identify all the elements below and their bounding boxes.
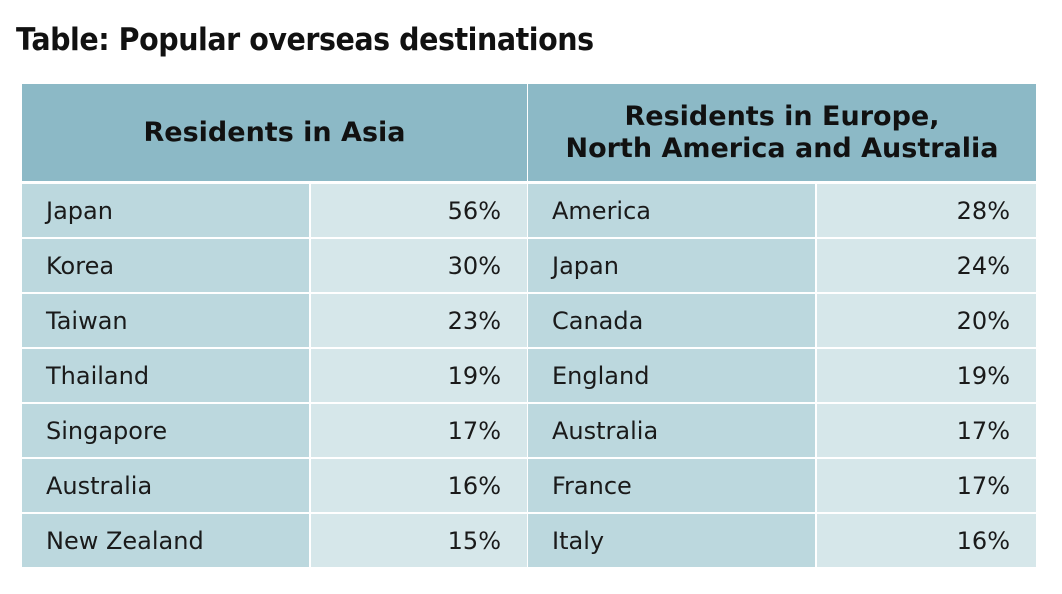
destination-percentage-cell: 17%	[311, 404, 527, 457]
destination-name-cell: Italy	[528, 514, 817, 567]
destination-name-cell: New Zealand	[22, 514, 311, 567]
table-row: Korea 30%	[22, 239, 527, 294]
destination-name-cell: America	[528, 184, 817, 237]
column-header-asia: Residents in Asia	[22, 84, 527, 184]
destination-percentage-cell: 16%	[817, 514, 1036, 567]
table-panel-asia: Residents in Asia Japan 56% Korea 30% Taiwan…	[22, 84, 527, 567]
destination-name-cell: France	[528, 459, 817, 512]
destination-name-cell: Singapore	[22, 404, 311, 457]
table-body-europe-na-australia: America 28% Japan 24% Canada 20% England 19% Aus…	[528, 184, 1036, 567]
table-row: France 17%	[528, 459, 1036, 514]
destination-percentage-cell: 15%	[311, 514, 527, 567]
destination-percentage-cell: 19%	[817, 349, 1036, 402]
table-row: Italy 16%	[528, 514, 1036, 567]
table-row: Japan 56%	[22, 184, 527, 239]
table-row: Thailand 19%	[22, 349, 527, 404]
page-title: Table: Popular overseas destinations	[16, 22, 594, 58]
destination-percentage-cell: 20%	[817, 294, 1036, 347]
destination-percentage-cell: 24%	[817, 239, 1036, 292]
destination-percentage-cell: 17%	[817, 404, 1036, 457]
destination-name-cell: Taiwan	[22, 294, 311, 347]
destination-percentage-cell: 30%	[311, 239, 527, 292]
column-header-europe-na-australia: Residents in Europe, North America and A…	[528, 84, 1036, 184]
table-row: Taiwan 23%	[22, 294, 527, 349]
destination-name-cell: Australia	[528, 404, 817, 457]
destination-name-cell: Australia	[22, 459, 311, 512]
destination-name-cell: Canada	[528, 294, 817, 347]
table-row: Japan 24%	[528, 239, 1036, 294]
destination-percentage-cell: 17%	[817, 459, 1036, 512]
table-body-asia: Japan 56% Korea 30% Taiwan 23% Thailand 19% Sing…	[22, 184, 527, 567]
table-row: Singapore 17%	[22, 404, 527, 459]
table-row: Canada 20%	[528, 294, 1036, 349]
destination-name-cell: Thailand	[22, 349, 311, 402]
destination-percentage-cell: 56%	[311, 184, 527, 237]
table-row: America 28%	[528, 184, 1036, 239]
table-row: England 19%	[528, 349, 1036, 404]
table-row: Australia 16%	[22, 459, 527, 514]
destination-name-cell: Japan	[528, 239, 817, 292]
destination-percentage-cell: 16%	[311, 459, 527, 512]
destination-percentage-cell: 23%	[311, 294, 527, 347]
destination-name-cell: Japan	[22, 184, 311, 237]
destination-name-cell: Korea	[22, 239, 311, 292]
destination-percentage-cell: 19%	[311, 349, 527, 402]
destination-percentage-cell: 28%	[817, 184, 1036, 237]
table-panel-europe-na-australia: Residents in Europe, North America and A…	[528, 84, 1036, 567]
destination-name-cell: England	[528, 349, 817, 402]
table-row: Australia 17%	[528, 404, 1036, 459]
table-row: New Zealand 15%	[22, 514, 527, 567]
